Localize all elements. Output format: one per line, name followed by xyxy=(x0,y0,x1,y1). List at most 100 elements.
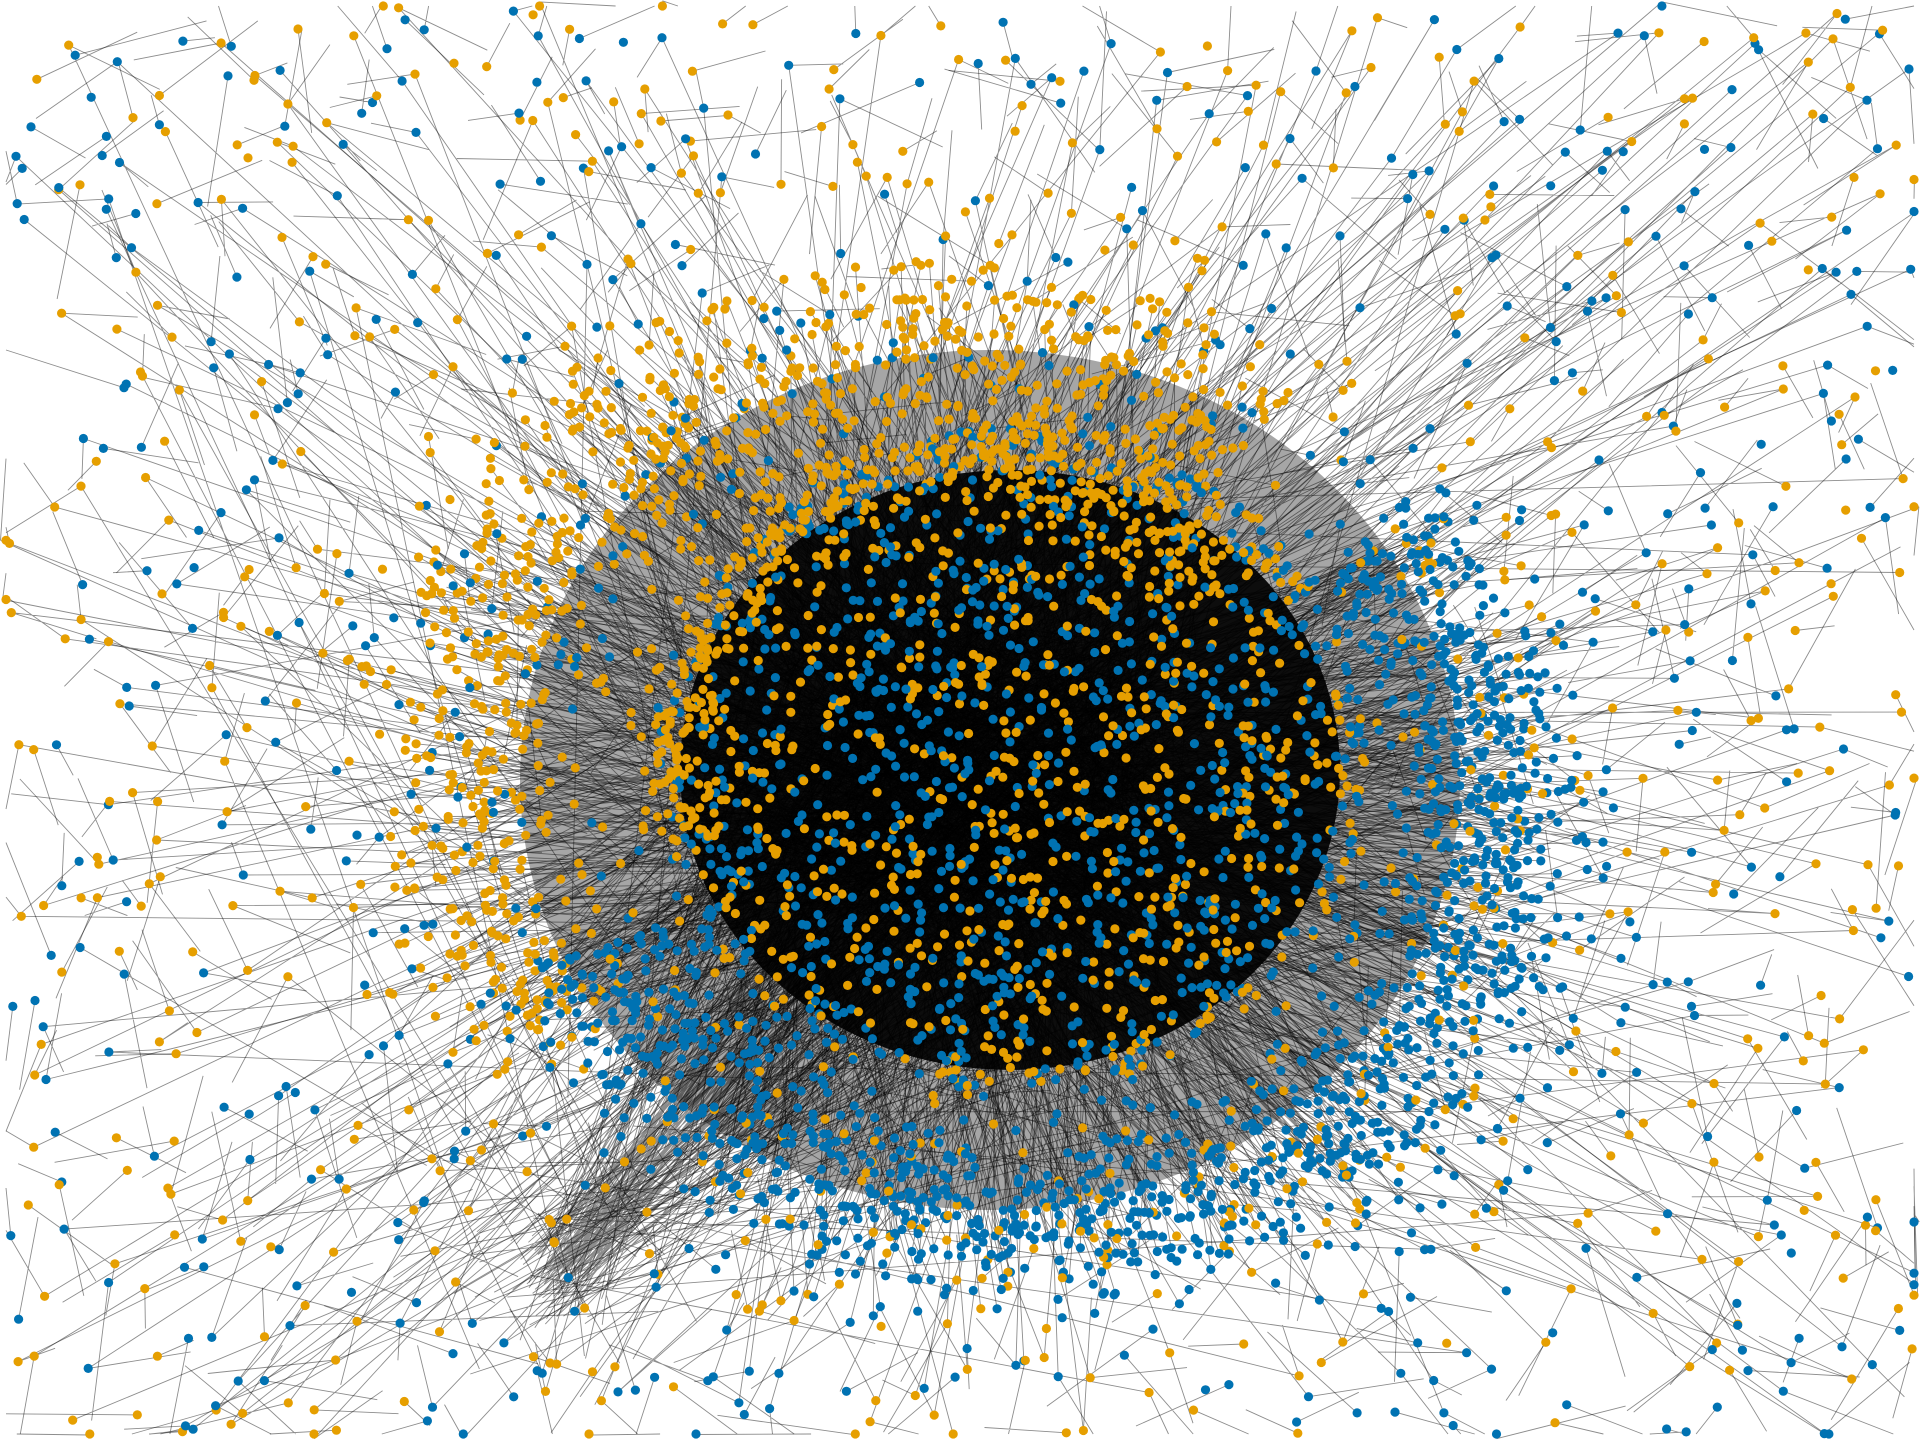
node-orange xyxy=(702,316,712,326)
node-blue xyxy=(775,325,785,335)
node-blue xyxy=(1250,1165,1260,1176)
node-blue xyxy=(1491,250,1501,260)
node-orange xyxy=(487,906,497,917)
node-orange xyxy=(425,447,435,458)
node-blue xyxy=(668,1104,678,1114)
node-blue xyxy=(1416,774,1426,784)
node-blue xyxy=(1109,1039,1119,1049)
node-orange xyxy=(1283,595,1293,606)
node-blue xyxy=(1310,1050,1320,1060)
node-orange xyxy=(973,332,983,342)
node-blue xyxy=(876,528,886,539)
node-blue xyxy=(757,728,768,738)
node-orange xyxy=(695,803,705,813)
node-orange xyxy=(1760,803,1770,813)
node-blue xyxy=(1347,1053,1357,1063)
node-orange xyxy=(1163,328,1173,338)
node-blue xyxy=(747,578,758,589)
node-blue xyxy=(1335,519,1345,529)
node-blue xyxy=(1498,833,1508,843)
node-blue xyxy=(955,903,965,913)
node-blue xyxy=(1268,592,1278,602)
node-blue xyxy=(1239,1216,1249,1226)
node-orange xyxy=(32,74,42,84)
node-orange xyxy=(830,360,841,370)
node-orange xyxy=(1066,307,1076,317)
node-orange xyxy=(1455,309,1465,319)
node-orange xyxy=(13,1357,23,1367)
node-orange xyxy=(601,386,611,396)
node-orange xyxy=(944,414,954,424)
node-blue xyxy=(1587,296,1597,306)
node-orange xyxy=(485,950,496,961)
node-blue xyxy=(697,924,707,934)
node-blue xyxy=(1071,851,1081,861)
node-orange xyxy=(756,362,767,372)
node-blue xyxy=(772,1012,782,1022)
node-orange xyxy=(1893,1303,1903,1314)
node-blue xyxy=(1376,1303,1386,1313)
node-blue xyxy=(1040,1064,1050,1074)
node-orange xyxy=(909,313,919,323)
node-orange xyxy=(283,1398,293,1408)
node-orange xyxy=(698,870,708,880)
node-orange xyxy=(448,362,458,372)
node-blue xyxy=(508,6,518,16)
node-blue xyxy=(1379,513,1389,523)
node-orange xyxy=(772,1088,782,1098)
node-orange xyxy=(1090,376,1100,386)
node-orange xyxy=(723,454,733,464)
node-orange xyxy=(828,644,838,654)
node-orange xyxy=(1295,898,1305,908)
node-orange xyxy=(1239,1004,1249,1014)
node-blue xyxy=(1508,1043,1518,1053)
node-blue xyxy=(6,1231,16,1241)
node-orange xyxy=(734,488,745,499)
node-orange xyxy=(496,962,507,972)
node-blue xyxy=(619,1113,629,1123)
node-blue xyxy=(1278,565,1288,576)
node-blue xyxy=(1010,801,1020,812)
node-orange xyxy=(218,1215,228,1225)
node-orange xyxy=(434,1327,445,1337)
node-orange xyxy=(741,398,752,408)
node-blue xyxy=(1224,1234,1234,1244)
node-orange xyxy=(1058,920,1068,930)
node-blue xyxy=(1042,1170,1052,1180)
node-blue xyxy=(502,354,512,364)
node-orange xyxy=(1208,617,1219,627)
node-blue xyxy=(1095,145,1105,155)
node-orange xyxy=(1828,591,1838,601)
node-orange xyxy=(1100,645,1111,655)
node-orange xyxy=(1016,359,1026,369)
node-blue xyxy=(932,509,942,519)
node-blue xyxy=(834,704,844,714)
node-blue xyxy=(26,122,36,132)
node-blue xyxy=(1168,1010,1178,1020)
node-blue xyxy=(142,566,152,576)
node-blue xyxy=(810,1024,820,1034)
node-orange xyxy=(718,19,728,29)
node-orange xyxy=(1858,1045,1868,1055)
node-orange xyxy=(781,376,791,387)
node-blue xyxy=(1305,450,1315,460)
node-orange xyxy=(456,945,466,956)
node-blue xyxy=(1328,892,1339,902)
node-blue xyxy=(1510,907,1520,917)
node-orange xyxy=(1434,52,1444,62)
node-blue xyxy=(1231,507,1241,518)
node-blue xyxy=(1187,983,1197,993)
node-blue xyxy=(1122,224,1132,234)
node-orange xyxy=(536,819,546,829)
node-blue xyxy=(1424,513,1434,523)
node-orange xyxy=(853,1007,864,1017)
node-orange xyxy=(1014,939,1024,949)
node-orange xyxy=(540,1386,551,1396)
node-blue xyxy=(856,673,866,683)
node-blue xyxy=(1063,257,1073,267)
node-orange xyxy=(951,1065,961,1075)
node-orange xyxy=(889,265,899,275)
node-orange xyxy=(1137,1061,1148,1071)
node-blue xyxy=(1084,1169,1094,1179)
node-blue xyxy=(851,28,861,39)
